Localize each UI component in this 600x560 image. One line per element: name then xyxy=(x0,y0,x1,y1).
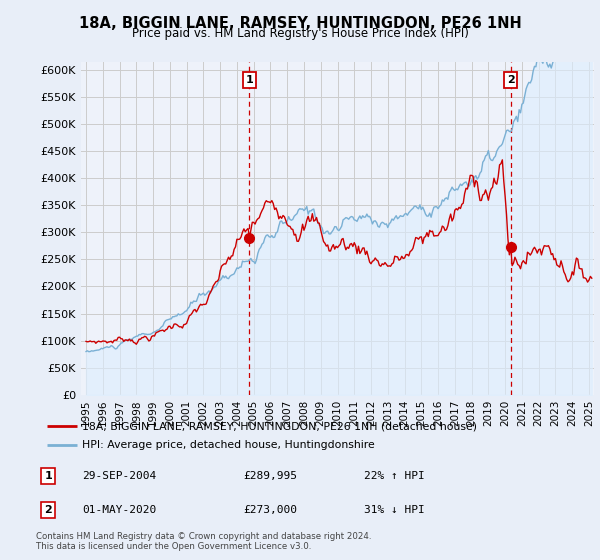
Text: 22% ↑ HPI: 22% ↑ HPI xyxy=(364,471,424,481)
Text: 31% ↓ HPI: 31% ↓ HPI xyxy=(364,505,424,515)
Text: 18A, BIGGIN LANE, RAMSEY, HUNTINGDON, PE26 1NH: 18A, BIGGIN LANE, RAMSEY, HUNTINGDON, PE… xyxy=(79,16,521,31)
Text: 1: 1 xyxy=(245,75,253,85)
Text: 18A, BIGGIN LANE, RAMSEY, HUNTINGDON, PE26 1NH (detached house): 18A, BIGGIN LANE, RAMSEY, HUNTINGDON, PE… xyxy=(82,421,478,431)
Text: £273,000: £273,000 xyxy=(244,505,298,515)
Text: 1: 1 xyxy=(44,471,52,481)
Text: £289,995: £289,995 xyxy=(244,471,298,481)
Text: Contains HM Land Registry data © Crown copyright and database right 2024.
This d: Contains HM Land Registry data © Crown c… xyxy=(36,532,371,552)
Text: 2: 2 xyxy=(507,75,515,85)
Text: 29-SEP-2004: 29-SEP-2004 xyxy=(82,471,157,481)
Text: HPI: Average price, detached house, Huntingdonshire: HPI: Average price, detached house, Hunt… xyxy=(82,440,375,450)
Text: Price paid vs. HM Land Registry's House Price Index (HPI): Price paid vs. HM Land Registry's House … xyxy=(131,27,469,40)
Text: 2: 2 xyxy=(44,505,52,515)
Text: 01-MAY-2020: 01-MAY-2020 xyxy=(82,505,157,515)
